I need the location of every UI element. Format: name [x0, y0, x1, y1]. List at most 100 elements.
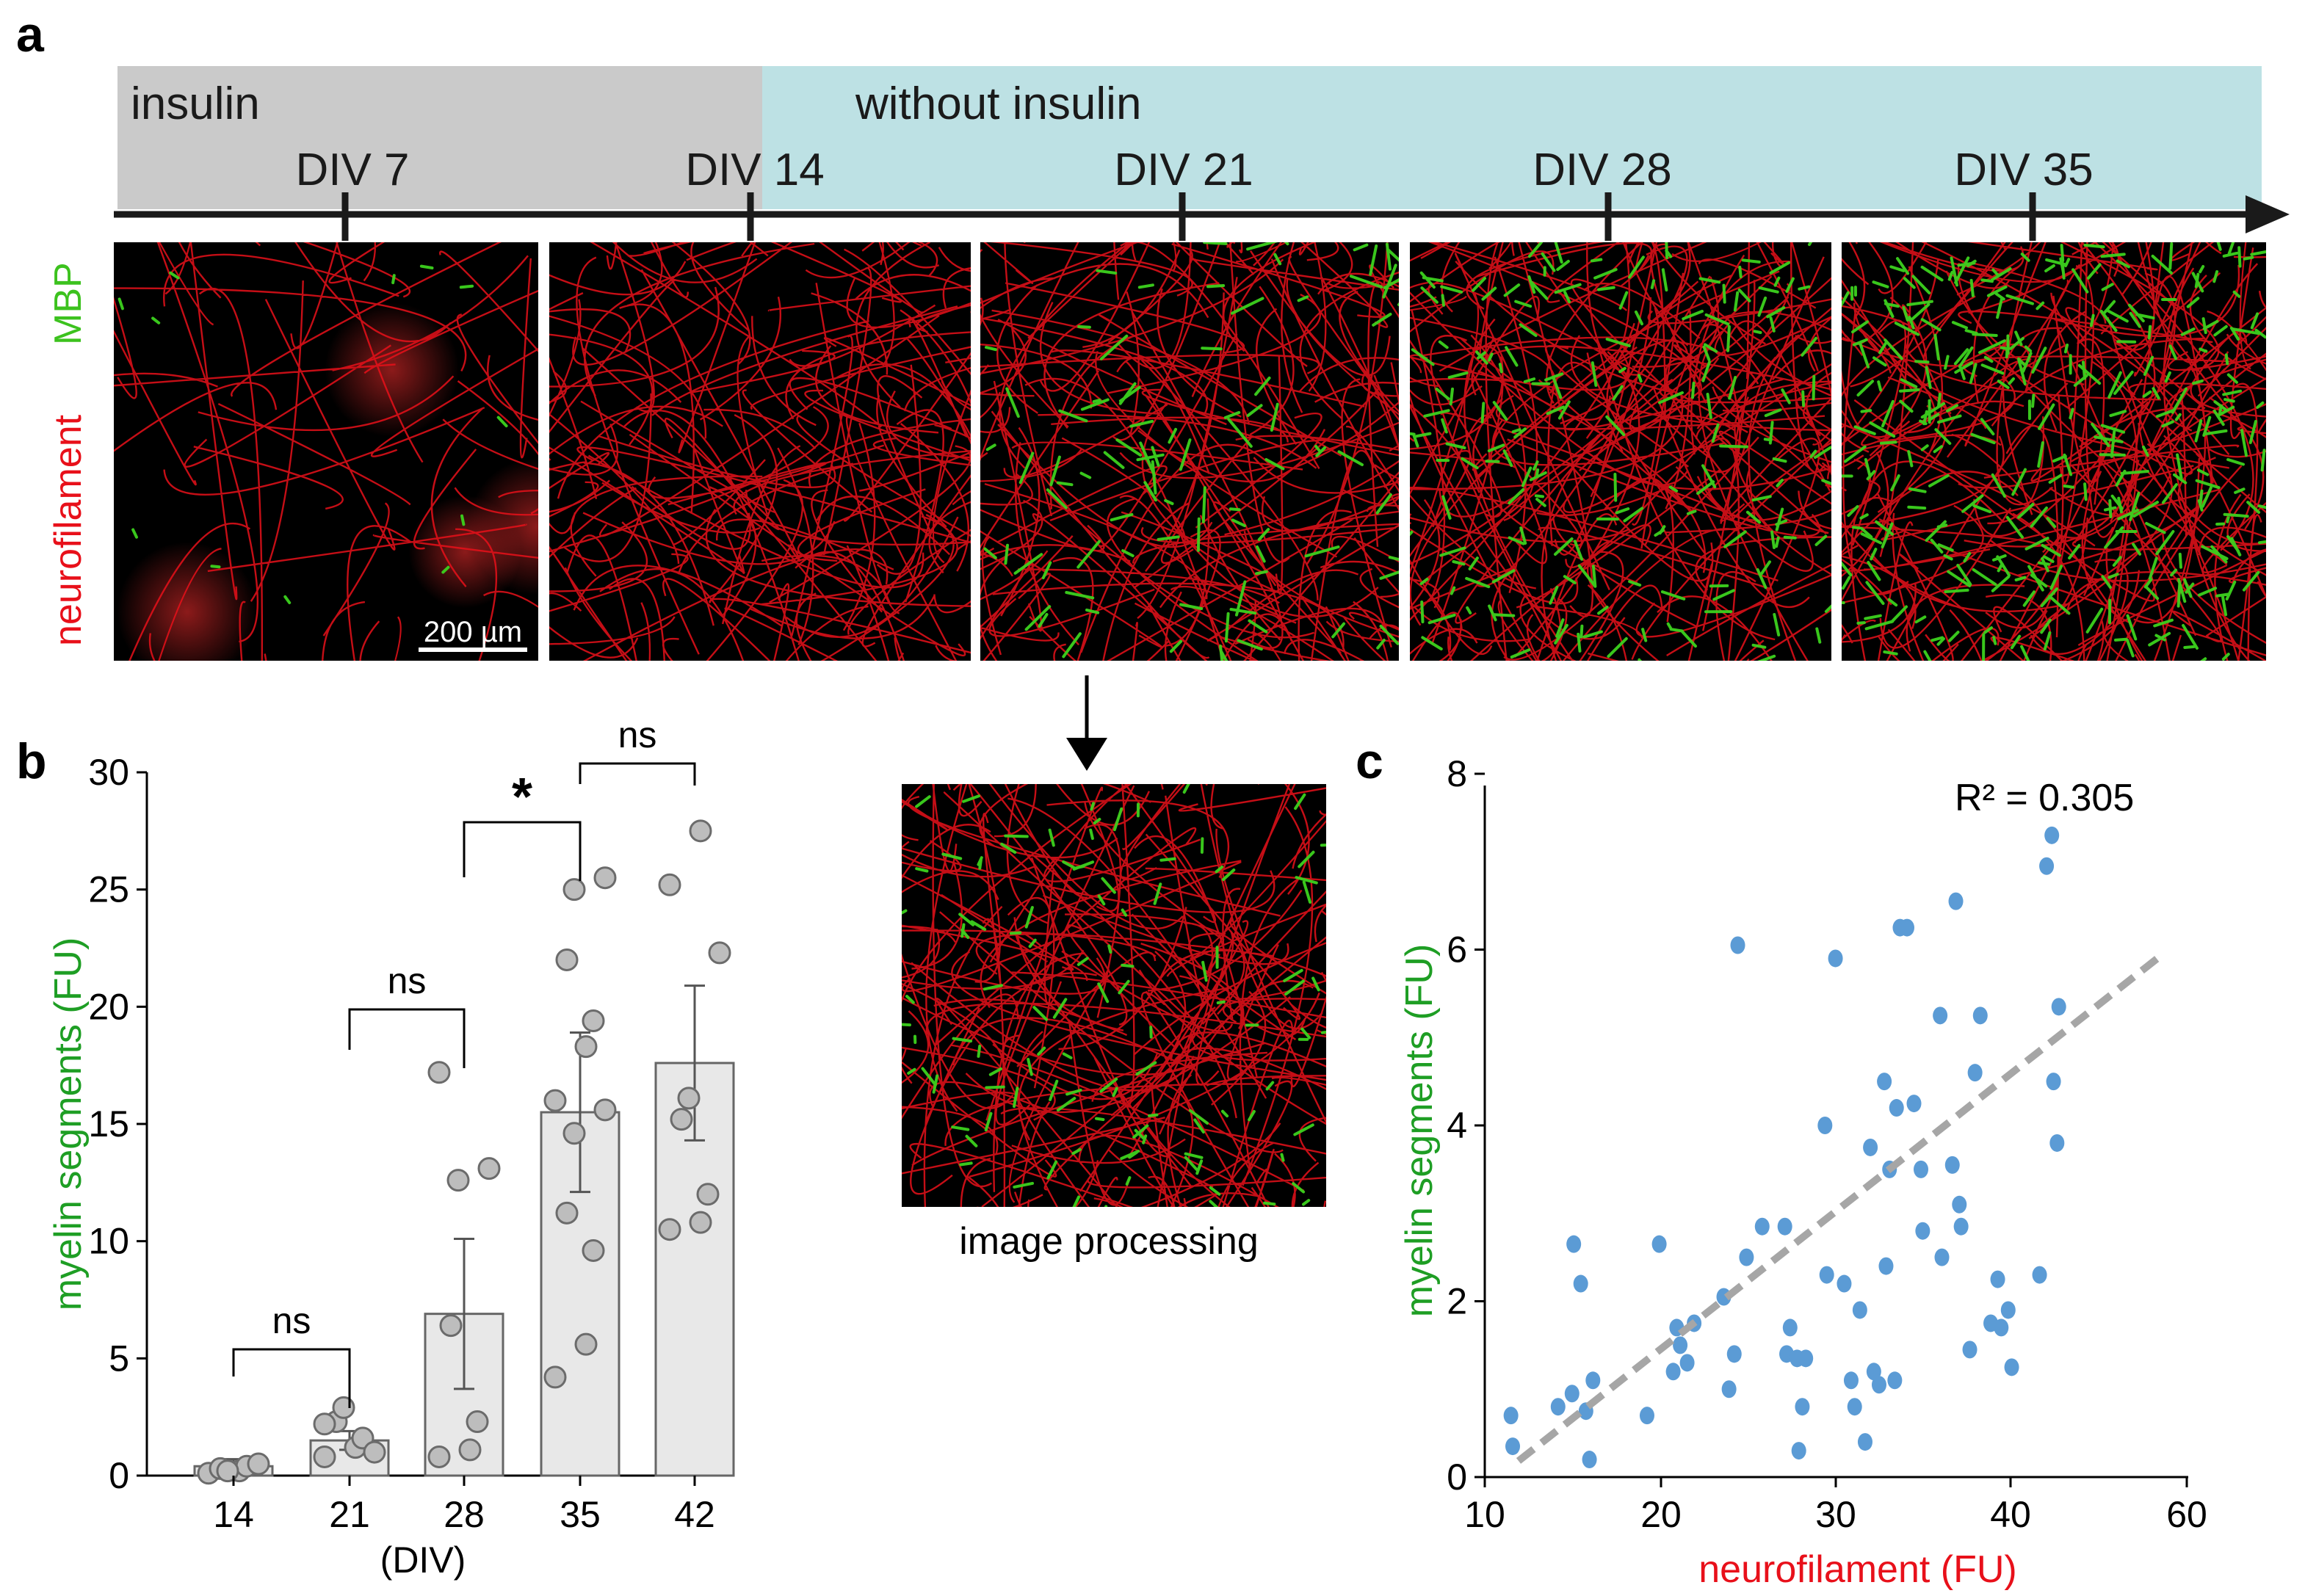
scatter-point — [1582, 1451, 1597, 1469]
data-point — [670, 1108, 693, 1131]
scatter-point — [1754, 1217, 1770, 1236]
significance-label: * — [512, 768, 532, 827]
scatter-point — [1933, 1006, 1948, 1025]
cell-cluster-glow — [408, 495, 522, 609]
scatter-point — [1952, 1195, 1967, 1214]
data-point — [574, 1332, 598, 1356]
data-point — [689, 819, 712, 843]
micrograph-panel — [1410, 242, 1831, 661]
data-point — [593, 866, 617, 890]
scatter-point — [1915, 1222, 1931, 1240]
insulin-phase-band — [117, 66, 762, 209]
scatter-point — [1817, 1117, 1833, 1134]
without-insulin-label: without insulin — [855, 79, 1141, 129]
data-point — [439, 1314, 463, 1338]
scatter-point — [1990, 1270, 2005, 1288]
x-axis-label: neurofilament (FU) — [1698, 1548, 2016, 1591]
x-tick-label: 60 — [2166, 1494, 2207, 1535]
scatter-point — [1739, 1248, 1754, 1266]
x-tick-label: 14 — [213, 1494, 254, 1535]
data-point — [247, 1452, 270, 1476]
data-point — [555, 948, 579, 971]
scatter-point — [1573, 1274, 1588, 1293]
scatter-point — [1828, 949, 1843, 968]
data-point — [555, 1201, 579, 1225]
regression-line — [1516, 955, 2160, 1464]
scatter-point — [1673, 1336, 1688, 1354]
scatter-point — [1505, 1437, 1521, 1456]
data-point — [677, 1087, 701, 1110]
scatter-point — [1934, 1248, 1950, 1266]
neurofilament-fibers — [902, 784, 1326, 1207]
y-tick-label: 10 — [88, 1221, 129, 1262]
scatter-point — [1798, 1349, 1814, 1368]
neurofilament-fibers — [114, 242, 538, 661]
scatter-point — [1566, 1235, 1582, 1253]
timeline-arrowhead — [2246, 195, 2290, 233]
scatter-point — [1967, 1064, 1983, 1082]
mbp-myelin-segments — [983, 242, 1399, 661]
y-tick-label: 20 — [88, 986, 129, 1027]
processing-arrowhead — [1066, 738, 1107, 771]
neurofilament-fibers — [549, 242, 971, 661]
data-point — [708, 941, 731, 965]
data-point — [313, 1445, 336, 1468]
data-point — [658, 1218, 681, 1241]
scatter-point — [1665, 1363, 1681, 1381]
processed-image — [902, 784, 1326, 1207]
no-insulin-phase-band — [762, 66, 2262, 209]
data-point — [658, 873, 681, 896]
y-tick-label: 6 — [1447, 929, 1467, 971]
stain-label-neurofilament: neurofilament — [47, 414, 90, 646]
scatter-point — [1899, 918, 1914, 937]
scatter-point — [1726, 1345, 1742, 1363]
insulin-label: insulin — [131, 79, 260, 129]
scatter-point — [2032, 1266, 2047, 1284]
scatter-point — [1564, 1385, 1580, 1403]
processed-image-content — [902, 784, 1326, 1207]
scatter-point — [1721, 1380, 1737, 1399]
data-point — [216, 1459, 239, 1483]
x-tick-label: 35 — [560, 1494, 601, 1535]
significance-bracket — [348, 1008, 466, 1068]
x-tick-label: 42 — [674, 1494, 715, 1535]
scatter-point — [1791, 1442, 1806, 1460]
scatter-point — [2039, 857, 2055, 875]
data-point — [427, 1061, 451, 1084]
scatter-point — [2051, 998, 2066, 1016]
micrograph-panel — [1842, 242, 2266, 661]
scatter-point — [1953, 1217, 1969, 1236]
timeline-tick-label: DIV 28 — [1533, 145, 1672, 195]
data-point — [582, 1009, 605, 1032]
timeline-tick-label: DIV 35 — [1954, 145, 2094, 195]
panel-b-letter: b — [16, 733, 47, 789]
mbp-myelin-segments — [902, 784, 1326, 1207]
micrograph-panel — [549, 242, 971, 661]
scatter-point — [1679, 1354, 1695, 1372]
timeline-tick-label: DIV 21 — [1114, 145, 1253, 195]
data-point — [332, 1396, 355, 1419]
scatter-point — [1962, 1341, 1977, 1359]
y-axis-label: myelin segments (FU) — [1398, 944, 1441, 1318]
scatter-point — [1651, 1235, 1667, 1253]
scatter-point — [1871, 1376, 1886, 1394]
y-axis-label: myelin segments (FU) — [47, 937, 90, 1311]
timeline-tick-label: DIV 14 — [685, 145, 825, 195]
neurofilament-fibers — [1410, 242, 1831, 661]
scatter-point — [1878, 1257, 1894, 1275]
significance-bracket — [232, 1348, 351, 1408]
significance-label: ns — [272, 1300, 311, 1341]
panel-a-letter: a — [16, 7, 45, 62]
y-tick-label: 15 — [88, 1103, 129, 1145]
timeline-tick-label: DIV 7 — [295, 145, 409, 195]
scatter-point — [2046, 1073, 2061, 1091]
scatter-point — [1948, 892, 1964, 910]
stain-label-mbp: MBP — [47, 262, 90, 345]
cell-cluster-glow — [117, 542, 258, 661]
data-point — [543, 1365, 567, 1389]
scatter-point — [1866, 1363, 1881, 1381]
x-tick-label: 20 — [1640, 1494, 1682, 1535]
scatter-point — [1585, 1371, 1601, 1390]
significance-bracket — [463, 821, 582, 881]
significance-bracket — [579, 762, 696, 786]
